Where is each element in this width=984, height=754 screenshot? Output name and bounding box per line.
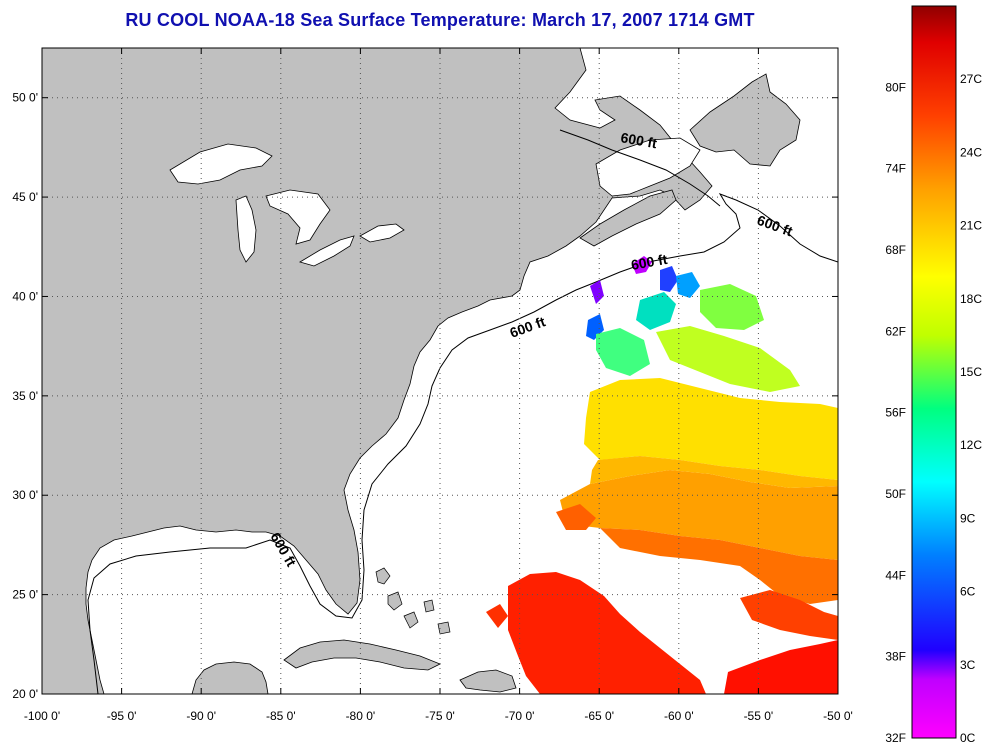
colorbar-f-label: 50F (885, 487, 906, 501)
colorbar-c-label: 0C (960, 731, 976, 745)
isobath-600ft-north (559, 129, 721, 207)
x-tick-label: -100 0' (24, 709, 60, 723)
x-tick-label: -95 0' (107, 709, 137, 723)
colorbar-c-label: 18C (960, 292, 982, 306)
land-newfoundland (689, 73, 801, 167)
y-tick-label: 35 0' (12, 389, 38, 403)
y-axis-labels: 20 0' 25 0' 30 0' 35 0' 40 0' 45 0' 50 0' (12, 91, 38, 701)
lake-ontario (359, 223, 405, 243)
y-tick-label: 25 0' (12, 588, 38, 602)
y-tick-label: 40 0' (12, 289, 38, 303)
lake-michigan (235, 195, 257, 263)
land-cuba (283, 639, 441, 671)
x-tick-label: -50 0' (823, 709, 853, 723)
x-tick-label: -70 0' (505, 709, 535, 723)
land-hispaniola (459, 669, 517, 693)
colorbar-f-label: 80F (885, 80, 906, 94)
colorbar-celsius-labels: 27C 24C 21C 18C 15C 12C 9C 6C 3C 0C (960, 72, 982, 745)
isobath-label: 600 ft (619, 129, 658, 151)
colorbar-c-label: 21C (960, 219, 982, 233)
lake-superior (169, 143, 273, 185)
colorbar-f-label: 56F (885, 406, 906, 420)
colorbar-c-label: 24C (960, 145, 982, 159)
colorbar (911, 5, 957, 739)
isobath-label: 600 ft (630, 251, 669, 273)
x-tick-label: -55 0' (744, 709, 774, 723)
x-tick-label: -65 0' (584, 709, 614, 723)
y-tick-label: 50 0' (12, 91, 38, 105)
x-tick-label: -80 0' (346, 709, 376, 723)
sst-patches (486, 256, 838, 694)
x-tick-label: -85 0' (266, 709, 296, 723)
y-tick-label: 20 0' (12, 687, 38, 701)
colorbar-f-label: 74F (885, 162, 906, 176)
colorbar-f-label: 32F (885, 731, 906, 745)
colorbar-c-label: 9C (960, 511, 976, 525)
land-nova-scotia (579, 189, 677, 247)
colorbar-fahrenheit-labels: 80F 74F 68F 62F 56F 50F 44F 38F 32F (885, 80, 906, 745)
gulf-st-lawrence (595, 137, 701, 197)
colorbar-f-label: 38F (885, 650, 906, 664)
x-axis-labels: -100 0' -95 0' -90 0' -85 0' -80 0' -75 0' -70… (24, 709, 853, 723)
y-tick-label: 30 0' (12, 488, 38, 502)
colorbar-c-label: 3C (960, 658, 976, 672)
colorbar-f-label: 62F (885, 324, 906, 338)
colorbar-c-label: 6C (960, 585, 976, 599)
x-tick-label: -60 0' (664, 709, 694, 723)
x-tick-label: -75 0' (425, 709, 455, 723)
land-yucatan (191, 661, 269, 694)
axis-ticks (41, 48, 839, 695)
colorbar-f-label: 68F (885, 243, 906, 257)
isobath-600ft (87, 193, 838, 694)
colorbar-c-label: 12C (960, 438, 982, 452)
colorbar-f-label: 44F (885, 568, 906, 582)
colorbar-c-label: 15C (960, 365, 982, 379)
map-title: RU COOL NOAA-18 Sea Surface Temperature:… (125, 10, 755, 30)
colorbar-c-label: 27C (960, 72, 982, 86)
x-tick-label: -90 0' (186, 709, 216, 723)
lake-erie (299, 235, 355, 267)
y-tick-label: 45 0' (12, 190, 38, 204)
lake-huron (265, 189, 331, 245)
bahamas (375, 567, 451, 635)
